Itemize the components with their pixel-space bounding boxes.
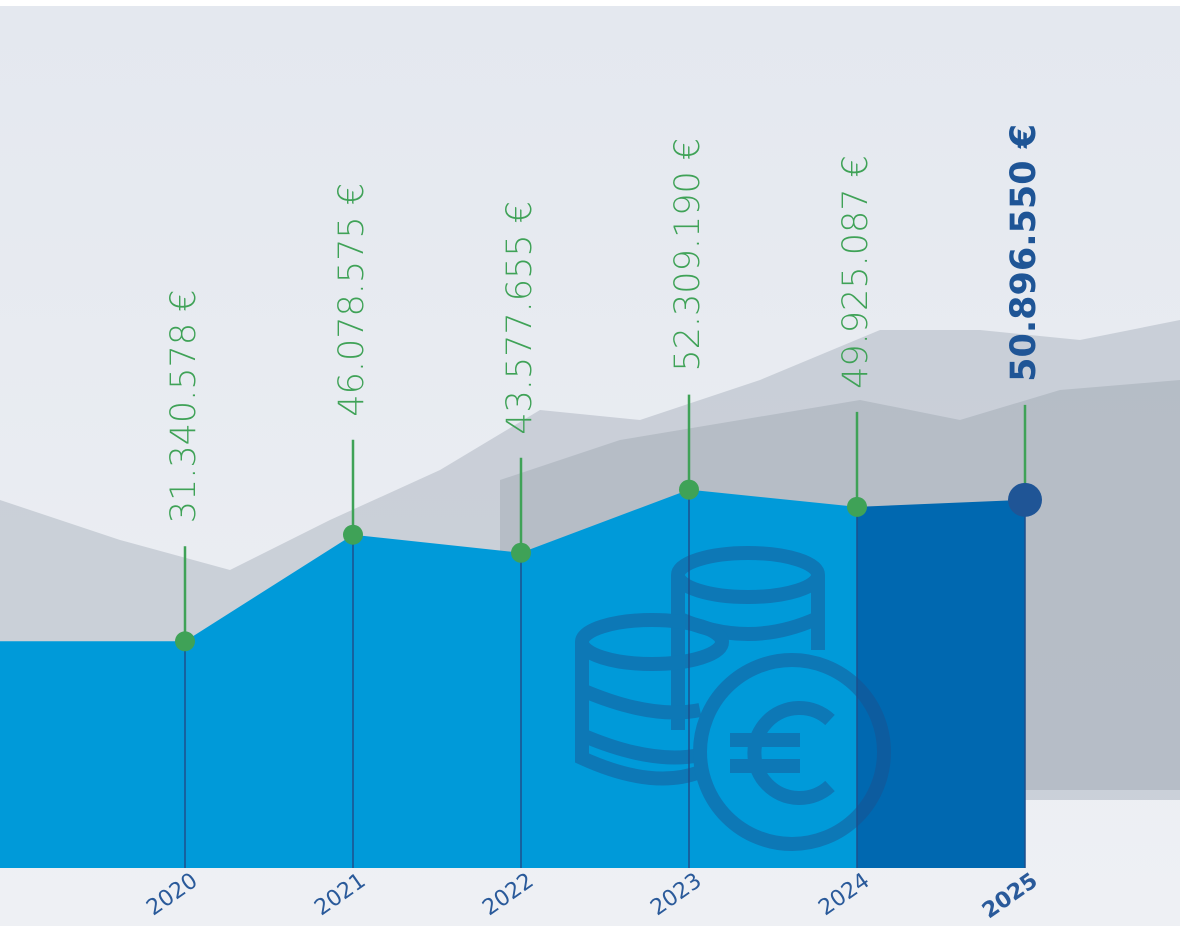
marker [847,496,867,517]
coins-icon [575,546,891,851]
value-label: 46.078.575 € [332,183,372,417]
marker [1008,482,1042,517]
value-label: 52.309.190 € [668,138,708,372]
top-border [0,0,1180,6]
marker [679,479,699,500]
marker [511,542,531,563]
value-label: 49.925.087 € [836,155,876,389]
marker [175,631,195,652]
marker [343,524,363,545]
value-label: 50.896.550 € [1004,124,1044,382]
value-label: 31.340.578 € [164,290,204,524]
value-label: 43.577.655 € [500,201,540,435]
area-highlight [857,499,1025,868]
area-lead [0,641,185,868]
